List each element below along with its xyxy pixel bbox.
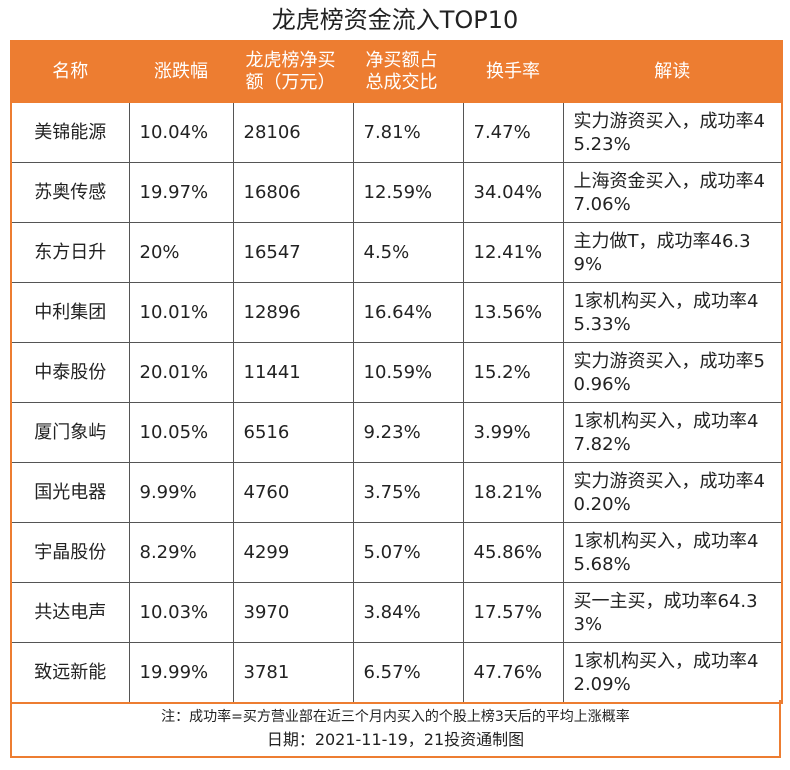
table-cell: 苏奥传感 <box>10 162 130 223</box>
table-row: 中利集团 10.01% 12896 16.64% 13.56% 1家机构买入，成功率45.… <box>10 282 783 343</box>
table-row: 共达电声 10.03% 3970 3.84% 17.57% 买一主买，成功率64.33% <box>10 582 783 643</box>
table-cell: 3781 <box>232 642 354 704</box>
table-cell: 20.01% <box>128 342 234 403</box>
table-cell: 19.99% <box>128 642 234 704</box>
table-cell: 12.41% <box>462 222 564 283</box>
table-cell: 实力游资买入，成功率50.96% <box>562 342 783 403</box>
table-cell: 3.84% <box>352 582 464 643</box>
table-cell: 10.03% <box>128 582 234 643</box>
table-cell: 19.97% <box>128 162 234 223</box>
date: 日期：2021-11-19，21投资通制图 <box>266 730 525 749</box>
table-cell: 10.59% <box>352 342 464 403</box>
header-row: 名称 涨跌幅 龙虎榜净买额（万元） 净买额占总成交比 换手率 解读 <box>10 40 783 103</box>
table-cell: 18.21% <box>462 462 564 523</box>
table-cell: 实力游资买入，成功率40.20% <box>562 462 783 523</box>
table-cell: 16806 <box>232 162 354 223</box>
table-cell: 实力游资买入，成功率45.23% <box>562 102 783 163</box>
table-cell: 45.86% <box>462 522 564 583</box>
table-cell: 致远新能 <box>10 642 130 704</box>
table-cell: 国光电器 <box>10 462 130 523</box>
table-cell: 4.5% <box>352 222 464 283</box>
table-cell: 10.05% <box>128 402 234 463</box>
table-row: 厦门象屿 10.05% 6516 9.23% 3.99% 1家机构买入，成功率47.82% <box>10 402 783 463</box>
table-cell: 宇晶股份 <box>10 522 130 583</box>
table-cell: 16.64% <box>352 282 464 343</box>
table-cell: 11441 <box>232 342 354 403</box>
table-cell: 20% <box>128 222 234 283</box>
table-row: 中泰股份 20.01% 11441 10.59% 15.2% 实力游资买入，成功率50.9… <box>10 342 783 403</box>
table-row: 东方日升 20% 16547 4.5% 12.41% 主力做T，成功率46.39% <box>10 222 783 283</box>
table-cell: 3.99% <box>462 402 564 463</box>
table-cell: 买一主买，成功率64.33% <box>562 582 783 643</box>
table-cell: 12896 <box>232 282 354 343</box>
table-cell: 16547 <box>232 222 354 283</box>
table-cell: 28106 <box>232 102 354 163</box>
table-cell: 17.57% <box>462 582 564 643</box>
table-cell: 9.23% <box>352 402 464 463</box>
table-cell: 47.76% <box>462 642 564 704</box>
column-header: 换手率 <box>462 40 564 103</box>
table-cell: 3970 <box>232 582 354 643</box>
column-header: 名称 <box>10 40 130 103</box>
table-cell: 中利集团 <box>10 282 130 343</box>
table-cell: 9.99% <box>128 462 234 523</box>
table-cell: 1家机构买入，成功率45.33% <box>562 282 783 343</box>
table-cell: 8.29% <box>128 522 234 583</box>
table-cell: 7.81% <box>352 102 464 163</box>
table-cell: 主力做T，成功率46.39% <box>562 222 783 283</box>
footer: 注：成功率=买方营业部在近三个月内买入的个股上榜3天后的平均上涨概率 日期：20… <box>10 700 781 758</box>
table-cell: 5.07% <box>352 522 464 583</box>
table-cell: 10.04% <box>128 102 234 163</box>
table-cell: 4299 <box>232 522 354 583</box>
table-cell: 中泰股份 <box>10 342 130 403</box>
table-cell: 1家机构买入，成功率45.68% <box>562 522 783 583</box>
table-cell: 厦门象屿 <box>10 402 130 463</box>
column-header: 涨跌幅 <box>128 40 234 103</box>
table-cell: 7.47% <box>462 102 564 163</box>
table-cell: 3.75% <box>352 462 464 523</box>
table-cell: 10.01% <box>128 282 234 343</box>
column-header: 净买额占总成交比 <box>352 40 464 103</box>
table-cell: 4760 <box>232 462 354 523</box>
table-row: 美锦能源 10.04% 28106 7.81% 7.47% 实力游资买入，成功率45.23… <box>10 102 783 163</box>
table-cell: 13.56% <box>462 282 564 343</box>
table-cell: 1家机构买入，成功率47.82% <box>562 402 783 463</box>
footnote: 注：成功率=买方营业部在近三个月内买入的个股上榜3天后的平均上涨概率 <box>161 709 630 725</box>
table-cell: 6.57% <box>352 642 464 704</box>
table-row: 宇晶股份 8.29% 4299 5.07% 45.86% 1家机构买入，成功率45.68% <box>10 522 783 583</box>
table-cell: 1家机构买入，成功率42.09% <box>562 642 783 704</box>
title: 龙虎榜资金流入TOP10 <box>271 6 519 34</box>
table-cell: 12.59% <box>352 162 464 223</box>
table-cell: 上海资金买入，成功率47.06% <box>562 162 783 223</box>
table-cell: 6516 <box>232 402 354 463</box>
table-row: 苏奥传感 19.97% 16806 12.59% 34.04% 上海资金买入，成功率47.… <box>10 162 783 223</box>
table-cell: 共达电声 <box>10 582 130 643</box>
table-cell: 15.2% <box>462 342 564 403</box>
column-header: 龙虎榜净买额（万元） <box>232 40 354 103</box>
column-header: 解读 <box>562 40 783 103</box>
table-row: 国光电器 9.99% 4760 3.75% 18.21% 实力游资买入，成功率40.20% <box>10 462 783 523</box>
table-row: 致远新能 19.99% 3781 6.57% 47.76% 1家机构买入，成功率42.09… <box>10 642 783 704</box>
table-body: 美锦能源 10.04% 28106 7.81% 7.47% 实力游资买入，成功率45.23… <box>10 102 783 704</box>
table-cell: 东方日升 <box>10 222 130 283</box>
table-cell: 美锦能源 <box>10 102 130 163</box>
table: 名称 涨跌幅 龙虎榜净买额（万元） 净买额占总成交比 换手率 解读 美锦能源 10.04% 2… <box>10 40 783 704</box>
table-cell: 34.04% <box>462 162 564 223</box>
